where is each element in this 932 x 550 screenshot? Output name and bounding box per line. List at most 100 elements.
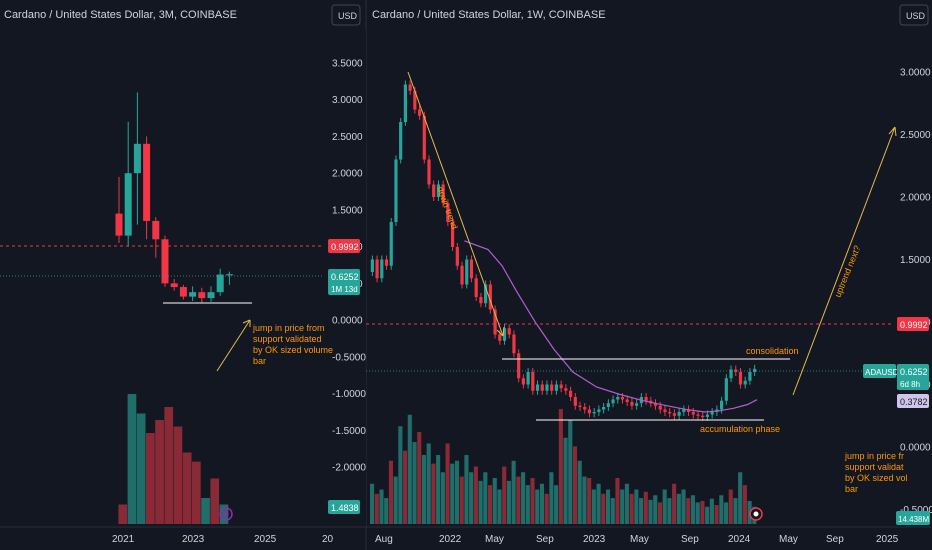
right-volume-bar — [657, 502, 663, 524]
right-volume-badge: 14.438M — [896, 511, 930, 525]
right-volume-bar — [709, 498, 714, 524]
left-volume-bar — [155, 420, 164, 524]
right-time-tick: 2025 — [876, 534, 899, 545]
right-candle-body — [380, 259, 384, 279]
right-candle-body — [521, 378, 525, 385]
left-volume-bar — [136, 413, 146, 524]
right-price-tick: 2.0000 — [900, 193, 931, 204]
right-candle-body — [531, 372, 535, 391]
right-volume-bar — [539, 483, 545, 524]
left-event-marker[interactable] — [219, 507, 233, 521]
right-time-tick: 2024 — [728, 534, 751, 545]
right-candle-body — [370, 259, 374, 272]
right-volume-bar — [421, 455, 427, 524]
right-volume-bar — [535, 489, 540, 524]
right-candle-body — [686, 409, 691, 412]
left-volume-bar — [210, 478, 220, 524]
right-volume-bar — [454, 460, 460, 524]
right-volume-bar — [676, 493, 681, 524]
left-level-badge-text: 0.9992 — [331, 242, 359, 252]
right-usd-button[interactable]: USD — [899, 4, 929, 26]
right-volume-bar — [459, 476, 464, 524]
right-volume-bar — [412, 442, 417, 524]
right-volume-bar — [497, 489, 502, 524]
right-volume-bars — [370, 409, 757, 524]
right-candle-body — [417, 109, 422, 116]
right-candle-body — [550, 384, 554, 391]
right-candle-body — [436, 184, 441, 197]
left-candle-body — [216, 274, 224, 293]
right-volume-bar — [662, 489, 667, 524]
right-volume-bar — [440, 472, 445, 524]
right-candle-body — [526, 372, 530, 385]
right-time-tick: May — [485, 534, 504, 545]
right-candle-body — [616, 397, 620, 400]
right-level-badge: 0.9992 — [897, 317, 929, 331]
right-volume-bar — [436, 455, 441, 524]
right-volume-bar — [629, 493, 634, 524]
left-chart-title: Cardano / United States Dollar, 3M, COIN… — [4, 9, 237, 21]
right-candle-body — [696, 414, 700, 416]
consolidation-label: consolidation — [746, 346, 799, 356]
left-candle-body — [133, 143, 141, 174]
right-candle-body — [592, 412, 596, 414]
right-volume-bar — [624, 483, 629, 524]
left-time-labels: 2021 2023 2025 20 — [112, 534, 334, 545]
right-price-tick: 2.5000 — [900, 130, 931, 141]
right-volume-bar — [643, 491, 648, 524]
left-level-badge: 0.9992 — [328, 239, 360, 253]
left-annotation-line-3: by OK sized volume — [253, 345, 333, 355]
right-candle-body — [748, 372, 752, 381]
right-candle-body — [743, 380, 747, 385]
left-usd-button[interactable]: USD — [331, 4, 361, 26]
right-volume-bar — [492, 478, 497, 524]
right-candle-body — [375, 259, 379, 279]
right-candle-body — [559, 384, 563, 389]
left-volume-bar — [201, 498, 210, 524]
left-annotation-line-4: bar — [253, 356, 266, 366]
right-volume-bar — [738, 472, 743, 524]
right-volume-bar — [525, 485, 530, 524]
left-annotation-arrow — [216, 319, 251, 372]
right-event-marker[interactable] — [749, 507, 763, 521]
right-time-tick: 2023 — [583, 534, 606, 545]
right-volume-bar — [695, 502, 700, 524]
right-candle-body — [682, 409, 686, 412]
right-volume-bar — [723, 502, 729, 524]
right-volume-bar — [521, 472, 526, 524]
left-time-tick: 2021 — [112, 534, 135, 545]
right-volume-bar — [700, 501, 705, 524]
left-annotation-line-1: jump in price from — [252, 323, 325, 333]
right-volume-bar — [464, 455, 469, 524]
right-volume-bar — [653, 495, 658, 524]
right-symbol-badge: ADAUSD — [863, 364, 899, 378]
right-time-tick: May — [630, 534, 649, 545]
left-candle-body — [179, 287, 187, 297]
left-price-tick: 2.0000 — [332, 169, 363, 180]
right-volume-bar — [634, 489, 639, 524]
left-volume-bar — [118, 504, 128, 524]
uptrend-arrow — [792, 126, 896, 396]
down-trend-arrow-head — [496, 326, 505, 337]
right-price-badge-countdown: 6d 8h — [900, 380, 920, 389]
right-candle-body — [507, 328, 511, 335]
right-candle-body — [512, 334, 516, 354]
left-volume-badge-text: 1.4838 — [331, 503, 359, 513]
right-candle-body — [517, 353, 521, 379]
right-volume-bar — [445, 443, 450, 524]
left-time-tick: 20 — [322, 534, 334, 545]
right-price-axis[interactable] — [892, 30, 932, 527]
right-volume-bar — [544, 493, 549, 524]
left-price-tick: 1.5000 — [332, 205, 363, 216]
right-candle-body — [620, 397, 625, 400]
right-candle-body — [635, 403, 639, 406]
right-price-tick: -0.5000 — [900, 505, 932, 516]
right-volume-bar — [558, 409, 563, 524]
left-price-tick: 2.5000 — [332, 132, 363, 143]
right-candle-body — [432, 184, 436, 197]
right-candle-body — [705, 414, 710, 417]
right-candle-body — [498, 334, 502, 341]
right-candle-body — [474, 278, 478, 297]
right-price-tick: 1.5000 — [900, 255, 931, 266]
